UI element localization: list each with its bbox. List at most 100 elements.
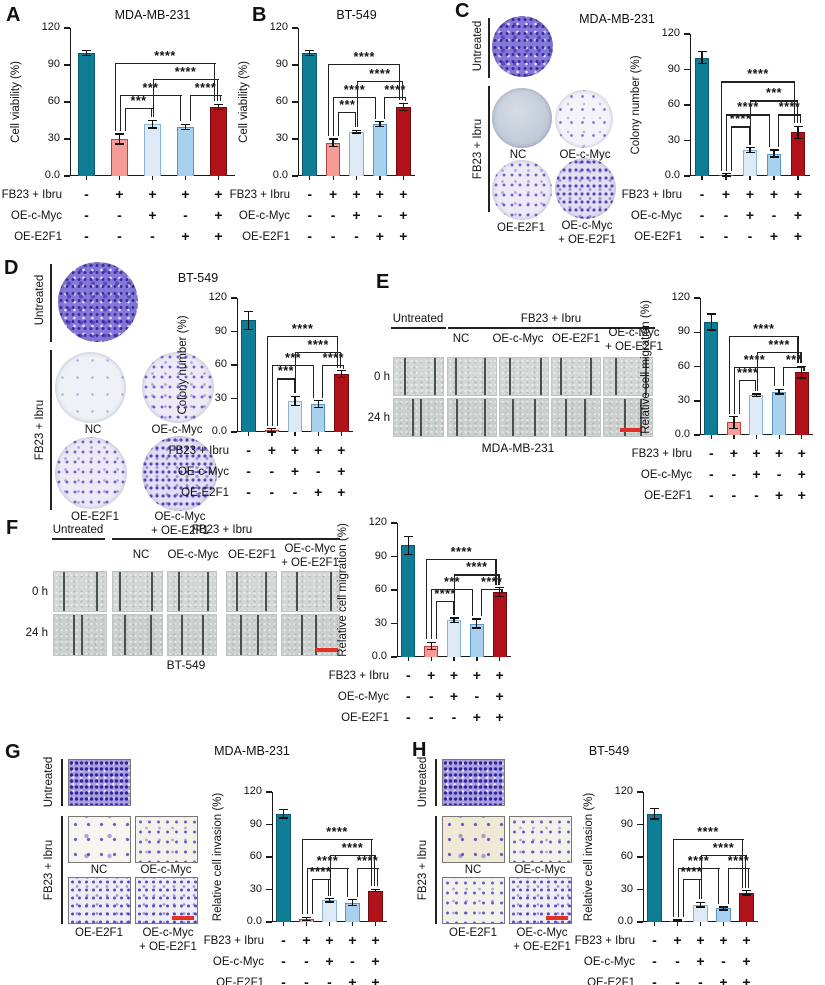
condition-symbol: + <box>745 186 755 202</box>
condition-symbol: + <box>797 445 806 461</box>
condition-symbol: - <box>304 974 309 985</box>
condition-symbol: - <box>699 207 705 223</box>
y-tick-mark <box>637 856 643 858</box>
y-tick-label: 90 <box>677 325 690 338</box>
group-line <box>488 86 490 212</box>
error-cap <box>774 393 784 395</box>
error-cap <box>745 151 755 154</box>
y-tick-label: 30 <box>667 133 680 146</box>
condition-symbol: + <box>495 709 504 725</box>
wound-image-nc-0h <box>112 571 163 612</box>
condition-symbol: - <box>307 186 313 202</box>
condition-symbol: - <box>474 688 480 704</box>
row-label-0h: 0 h <box>32 586 48 598</box>
sig-bracket-drop <box>293 378 295 394</box>
error-cap <box>721 173 731 175</box>
condition-symbol: + <box>797 466 806 482</box>
condition-symbol: - <box>246 463 251 479</box>
condition-label: FB23 + Ibru <box>1 189 62 201</box>
condition-symbol: + <box>745 207 755 223</box>
significance-stars: **** <box>753 321 775 336</box>
condition-symbol: - <box>281 932 286 948</box>
y-tick-mark <box>391 622 397 625</box>
error-cap <box>742 889 751 892</box>
bar-1 <box>401 545 416 657</box>
y-tick-mark <box>231 397 237 400</box>
condition-symbol: + <box>399 186 408 202</box>
img-label-nc: NC <box>90 864 108 876</box>
error-bar <box>407 536 410 555</box>
error-bar <box>749 147 751 153</box>
wound-image-untreated-24h <box>53 614 107 656</box>
sig-bracket-drop <box>180 94 182 122</box>
error-bar <box>351 899 354 906</box>
condition-symbol: + <box>495 667 504 683</box>
bar-1 <box>704 321 719 435</box>
condition-symbol: - <box>723 228 729 244</box>
sig-bracket-drop <box>152 78 154 118</box>
error-cap <box>279 808 288 811</box>
condition-symbol: + <box>214 207 223 223</box>
condition-label: OE-E2F1 <box>242 231 290 243</box>
error-cap <box>774 388 784 391</box>
img-label-oe-c-myc: OE-c-Myc <box>514 864 566 876</box>
condition-symbol: - <box>675 953 680 969</box>
sig-bracket-drop <box>383 97 386 119</box>
img-label-combo-line2: + OE-E2F1 <box>513 941 571 953</box>
error-cap <box>793 137 803 139</box>
sig-bracket-drop <box>436 601 438 640</box>
y-tick-mark <box>637 823 643 826</box>
colony-well-oe-e2f1 <box>55 437 127 509</box>
x-tick-mark <box>309 176 311 180</box>
group-label-treatment: FB23 + Ibru <box>34 399 46 461</box>
sig-bracket-drop <box>371 838 373 887</box>
y-tick-label: 30 <box>47 132 60 144</box>
panel-letter-E: E <box>376 271 390 293</box>
transwell-image-untreated <box>442 759 505 806</box>
error-bar <box>217 104 220 110</box>
y-tick-label: 120 <box>269 21 288 33</box>
y-tick-mark <box>231 431 237 433</box>
error-bar <box>282 809 285 818</box>
sig-bracket-drop <box>721 81 723 171</box>
sig-bracket <box>700 854 747 857</box>
sig-bracket <box>750 100 798 102</box>
condition-symbol: - <box>246 484 251 500</box>
colony-well-oe-c-myc <box>142 352 214 423</box>
x-tick-mark <box>745 922 748 926</box>
y-tick-mark <box>694 400 700 402</box>
x-tick-mark <box>797 176 799 180</box>
colony-well-combo <box>555 158 616 219</box>
error-cap <box>729 416 739 418</box>
x-tick-mark <box>755 435 758 439</box>
group-line <box>488 18 490 78</box>
condition-symbol: + <box>314 442 323 458</box>
condition-symbol: + <box>793 186 803 202</box>
sig-bracket <box>726 114 770 116</box>
sig-bracket-drop <box>189 94 191 122</box>
significance-stars: **** <box>343 83 366 98</box>
condition-symbol: - <box>652 953 657 969</box>
condition-symbol: + <box>696 953 705 969</box>
sig-bracket-drop <box>431 588 433 640</box>
error-cap <box>371 888 380 891</box>
y-tick-label: 120 <box>243 785 262 797</box>
well-label-oe-c-myc: OE-c-Myc <box>151 424 203 436</box>
sig-bracket <box>124 108 153 110</box>
sig-bracket-drop <box>495 558 497 585</box>
condition-symbol: + <box>673 932 682 948</box>
col-label-combo-line1: OE-c-Myc <box>284 543 336 555</box>
sig-bracket <box>436 601 454 603</box>
sig-bracket-drop <box>402 81 404 101</box>
bar-5 <box>794 372 809 435</box>
panel-letter-F: F <box>6 517 19 539</box>
img-label-nc: NC <box>464 864 482 876</box>
error-cap <box>371 891 380 893</box>
significance-stars: **** <box>434 587 456 602</box>
sig-bracket <box>728 335 799 337</box>
y-tick-label: 120 <box>671 291 690 303</box>
colony-well-oe-e2f1 <box>492 160 552 220</box>
significance-stars: **** <box>712 840 735 855</box>
sig-bracket <box>306 867 349 870</box>
condition-symbol: - <box>731 466 737 482</box>
